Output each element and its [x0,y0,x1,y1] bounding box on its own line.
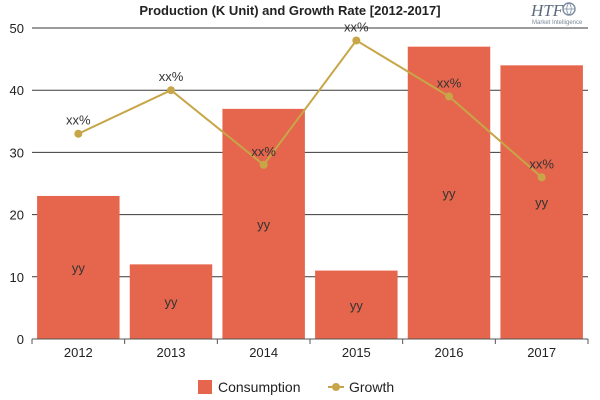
globe-lines-icon [563,2,575,16]
bar-series [37,46,583,339]
growth-point [537,173,546,182]
legend-consumption-swatch [198,380,212,394]
data-labels: yy yy yy yy yy yy xx% xx% xx% xx% xx% xx% [66,19,554,312]
growth-point [74,129,83,138]
legend-growth-marker [332,383,340,391]
bar [222,108,305,339]
y-tick-label: 50 [10,21,24,36]
bar [37,195,120,339]
growth-value-label: xx% [529,156,554,171]
growth-line [77,39,543,179]
bar-value-label: yy [257,217,271,232]
legend-growth-label: Growth [349,379,394,395]
growth-value-label: xx% [251,144,276,159]
y-tick-label: 40 [10,83,24,98]
line-series [74,36,546,182]
logo-subtitle: Market Intelligence [532,20,583,26]
bar [129,264,213,339]
bar-value-label: yy [535,195,549,210]
bar [500,65,583,339]
bar-value-label: yy [165,295,179,310]
growth-value-label: xx% [344,19,369,34]
legend: Consumption Growth [198,379,394,395]
bar-value-label: yy [443,186,457,201]
chart-title: Production (K Unit) and Growth Rate [201… [139,3,440,18]
growth-value-label: xx% [437,75,462,90]
axes: 0 10 20 30 40 50 2012 2013 2014 2015 2016 2017 [10,21,589,360]
growth-point [445,92,453,101]
gridlines [32,27,588,278]
bar-value-label: yy [350,298,364,313]
x-tick-label: 2016 [435,345,464,360]
logo: HTF Market Intelligence [530,1,583,26]
y-tick-label: 20 [10,208,24,223]
growth-point [352,36,361,45]
x-tick-label: 2013 [157,345,186,360]
y-tick-label: 0 [17,332,24,347]
growth-value-label: xx% [159,69,184,84]
x-tick-label: 2017 [527,345,556,360]
y-tick-label: 10 [10,270,24,285]
growth-point [167,86,175,95]
x-tick-label: 2012 [64,345,93,360]
growth-value-label: xx% [66,113,91,128]
bar [315,270,398,339]
bar-value-label: yy [72,260,86,275]
x-tick-label: 2014 [249,345,278,360]
y-tick-label: 30 [10,145,24,160]
logo-text: HTF [530,1,564,20]
x-tick-label: 2015 [342,345,371,360]
legend-consumption-label: Consumption [218,379,301,395]
growth-point [259,160,268,169]
